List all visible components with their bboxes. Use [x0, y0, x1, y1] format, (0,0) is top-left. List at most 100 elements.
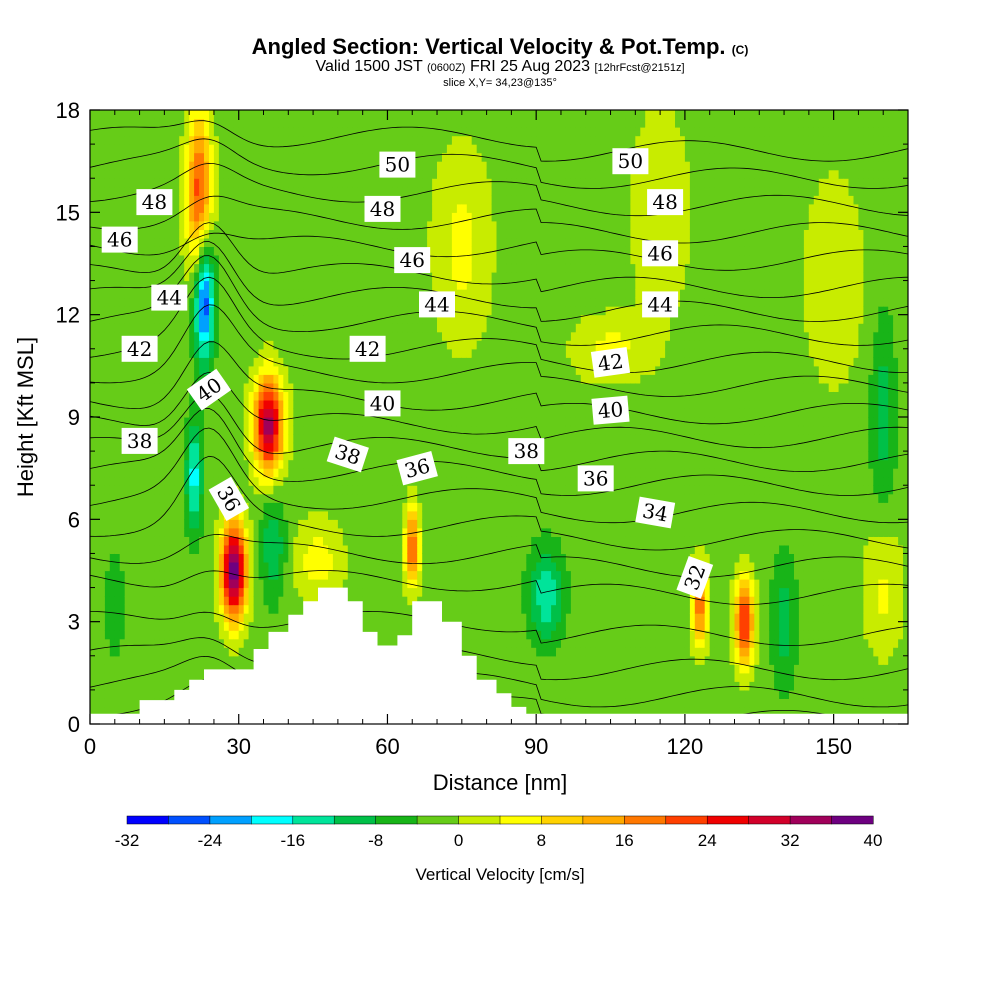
velocity-cell	[174, 237, 180, 247]
velocity-cell	[114, 468, 121, 478]
velocity-cell	[209, 527, 215, 537]
velocity-cell	[303, 365, 309, 375]
velocity-cell	[337, 289, 344, 299]
velocity-cell	[179, 596, 185, 606]
velocity-cell	[427, 144, 433, 154]
velocity-cell	[95, 630, 101, 640]
velocity-cell	[204, 314, 210, 324]
velocity-cell	[90, 570, 96, 580]
velocity-cell	[337, 144, 344, 154]
velocity-cell	[218, 451, 225, 461]
velocity-cell	[243, 408, 250, 418]
slice-info: slice X,Y= 34,23@135°	[443, 77, 557, 89]
velocity-cell	[278, 314, 284, 324]
velocity-cell	[95, 169, 101, 179]
velocity-cell	[422, 408, 428, 418]
velocity-cell	[129, 391, 136, 401]
velocity-cell	[213, 280, 220, 290]
velocity-cell	[159, 408, 165, 418]
velocity-cell	[238, 613, 245, 623]
velocity-cell	[263, 289, 270, 299]
velocity-cell	[313, 476, 319, 486]
velocity-cell	[303, 391, 309, 401]
velocity-cell	[189, 587, 195, 597]
velocity-cell	[194, 306, 200, 316]
velocity-cell	[382, 314, 389, 324]
velocity-cell	[288, 118, 294, 128]
velocity-cell	[417, 365, 423, 375]
velocity-cell	[377, 127, 384, 137]
velocity-cell	[402, 527, 408, 537]
velocity-cell	[174, 374, 180, 384]
velocity-cell	[164, 246, 170, 256]
velocity-cell	[209, 340, 215, 350]
velocity-cell	[288, 459, 294, 469]
velocity-cell	[184, 127, 190, 137]
velocity-cell	[278, 357, 284, 367]
velocity-cell	[432, 570, 438, 580]
velocity-cell	[213, 536, 220, 546]
velocity-cell	[233, 169, 240, 179]
velocity-cell	[213, 323, 220, 333]
velocity-cell	[387, 536, 394, 546]
velocity-cell	[104, 664, 111, 674]
velocity-cell	[253, 186, 260, 196]
velocity-cell	[114, 527, 121, 537]
velocity-cell	[283, 348, 289, 358]
velocity-cell	[184, 348, 190, 358]
velocity-cell	[114, 314, 121, 324]
velocity-cell	[268, 161, 275, 171]
velocity-cell	[104, 527, 111, 537]
velocity-cell	[392, 579, 398, 589]
velocity-cell	[238, 186, 245, 196]
velocity-cell	[129, 502, 136, 512]
velocity-cell	[402, 135, 408, 145]
velocity-cell	[298, 442, 304, 452]
velocity-cell	[273, 391, 279, 401]
velocity-cell	[109, 698, 116, 708]
velocity-cell	[392, 118, 398, 128]
velocity-cell	[129, 476, 136, 486]
velocity-cell	[119, 382, 126, 392]
velocity-cell	[119, 323, 126, 333]
velocity-cell	[209, 562, 215, 572]
velocity-cell	[184, 152, 190, 162]
velocity-cell	[238, 562, 245, 572]
velocity-cell	[323, 118, 329, 128]
velocity-cell	[318, 417, 324, 427]
velocity-cell	[372, 169, 379, 179]
velocity-cell	[362, 553, 369, 563]
velocity-cell	[342, 382, 349, 392]
velocity-cell	[258, 638, 265, 648]
velocity-cell	[313, 110, 319, 120]
velocity-cell	[209, 476, 215, 486]
velocity-cell	[278, 434, 284, 444]
velocity-cell	[243, 596, 250, 606]
velocity-cell	[362, 152, 369, 162]
velocity-cell	[99, 272, 106, 282]
velocity-cell	[392, 237, 398, 247]
velocity-cell	[213, 647, 220, 657]
velocity-cell	[372, 613, 379, 623]
velocity-cell	[228, 451, 235, 461]
velocity-cell	[233, 314, 240, 324]
velocity-cell	[134, 587, 141, 597]
velocity-cell	[372, 237, 379, 247]
velocity-cell	[213, 442, 220, 452]
velocity-cell	[184, 255, 190, 265]
velocity-cell	[367, 280, 374, 290]
velocity-cell	[124, 553, 131, 563]
velocity-cell	[129, 272, 136, 282]
velocity-cell	[218, 579, 225, 589]
velocity-cell	[318, 527, 324, 537]
velocity-cell	[209, 127, 215, 137]
velocity-cell	[422, 110, 428, 120]
velocity-cell	[174, 459, 180, 469]
velocity-cell	[109, 289, 116, 299]
velocity-cell	[194, 118, 200, 128]
velocity-cell	[174, 348, 180, 358]
velocity-cell	[313, 246, 319, 256]
velocity-cell	[273, 553, 279, 563]
velocity-cell	[268, 510, 275, 520]
velocity-cell	[218, 118, 225, 128]
